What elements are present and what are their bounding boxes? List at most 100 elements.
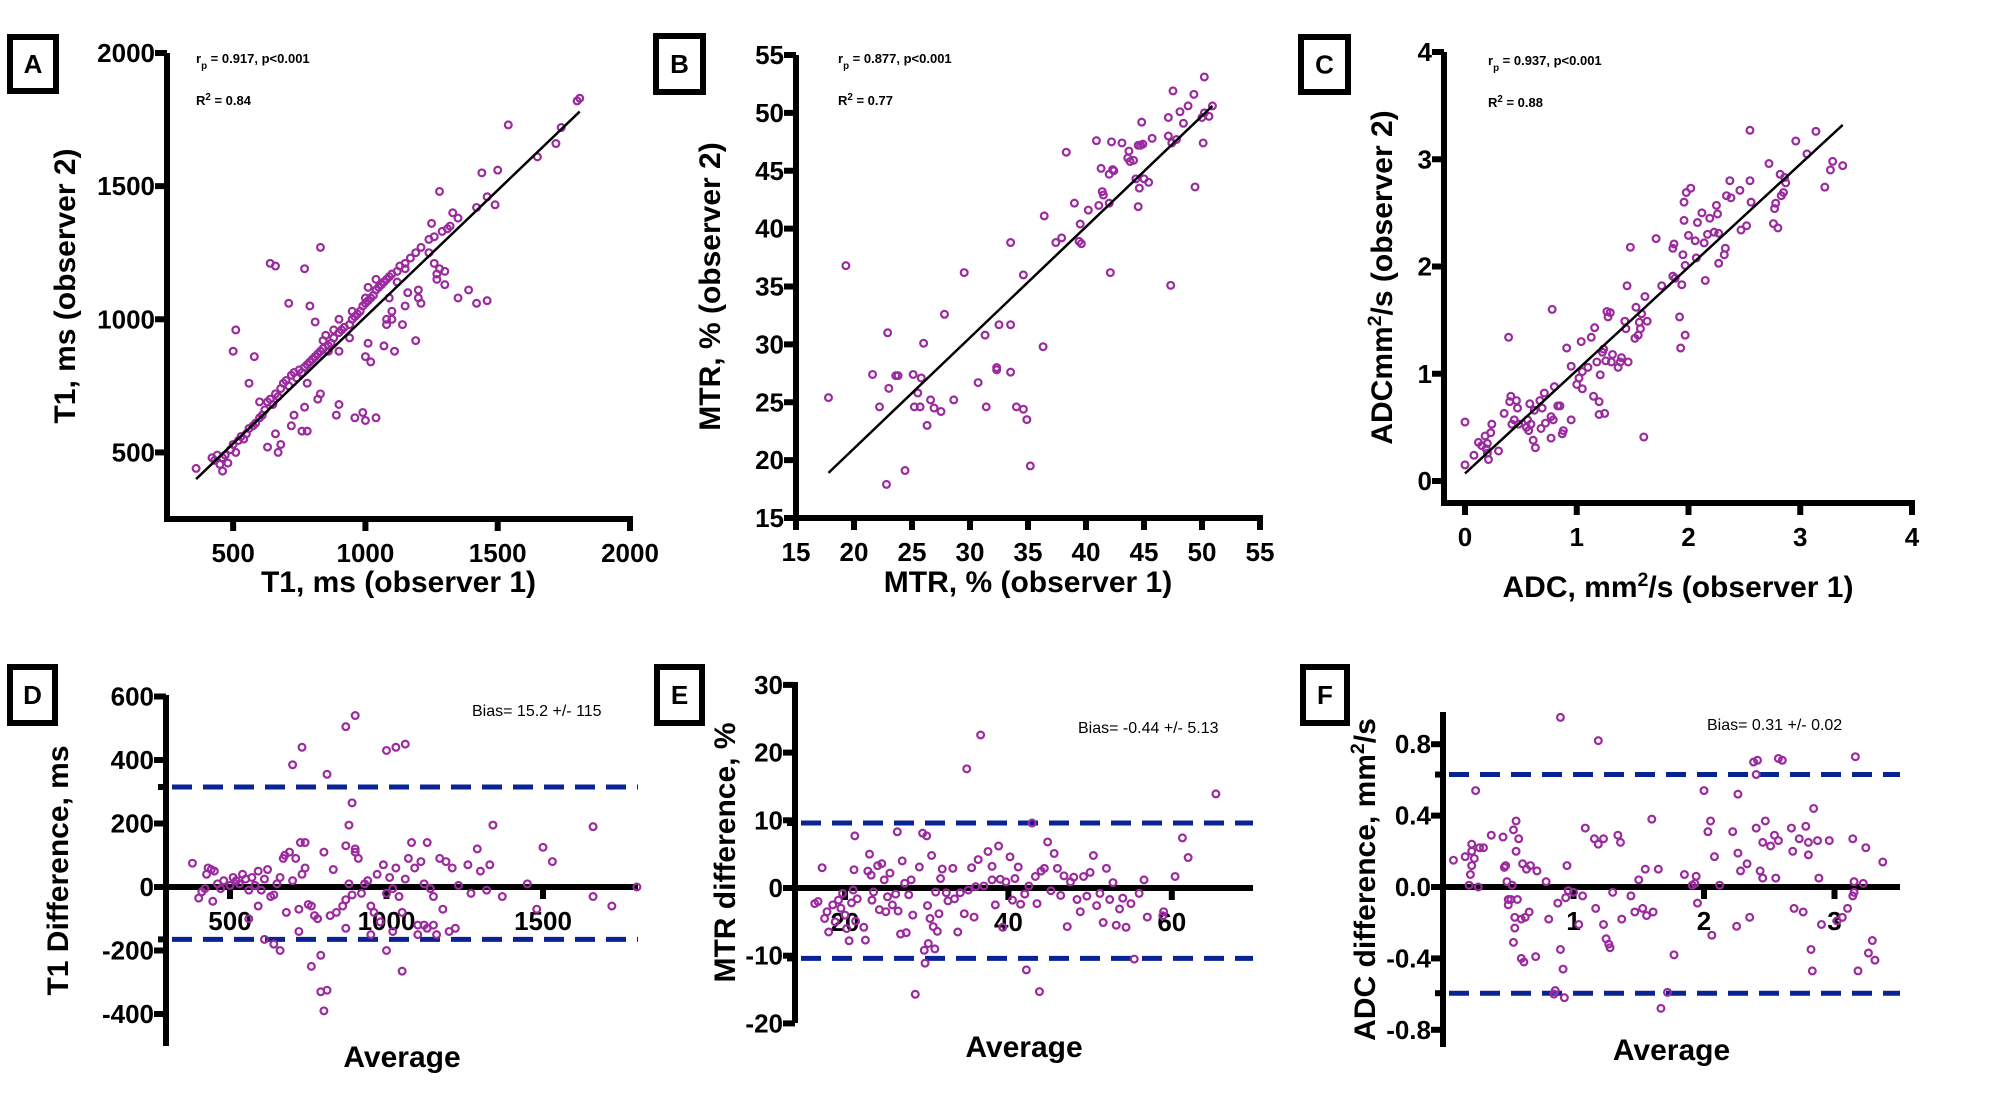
data-point [244, 885, 254, 895]
data-point [1025, 461, 1035, 471]
data-point [922, 831, 932, 841]
data-point [435, 186, 445, 196]
data-point [1464, 880, 1474, 890]
data-point [463, 860, 473, 870]
data-point [925, 913, 935, 923]
x-tick-label: 45 [1130, 537, 1159, 567]
y-tick-label: 600 [111, 682, 154, 712]
data-point [1653, 864, 1663, 874]
data-point [1577, 367, 1587, 377]
regression-line [195, 110, 581, 480]
data-point [1599, 919, 1609, 929]
data-point [1532, 866, 1542, 876]
data-point [378, 860, 388, 870]
x-axis-title-part: 2 [1638, 569, 1649, 591]
data-point [1600, 408, 1610, 418]
data-point [1706, 816, 1716, 826]
data-point [208, 896, 218, 906]
data-point [1811, 126, 1821, 136]
data-point [967, 863, 977, 873]
x-axis-title: Average [965, 1031, 1082, 1064]
data-point [347, 798, 357, 808]
data-point [385, 872, 395, 882]
data-point [1713, 209, 1723, 219]
data-point [1005, 852, 1015, 862]
r-squared-annotation-part: = 0.84 [211, 93, 252, 108]
y-tick-label: 1000 [97, 304, 155, 334]
data-point [1735, 185, 1745, 195]
data-point [1807, 966, 1817, 976]
data-point [1537, 403, 1547, 413]
data-point [1742, 221, 1752, 231]
data-point [1104, 198, 1114, 208]
data-point [1525, 861, 1535, 871]
data-point [1679, 870, 1689, 880]
data-point [823, 393, 833, 403]
data-point [391, 742, 401, 752]
data-point [482, 885, 492, 895]
data-point [897, 856, 907, 866]
data-point [1105, 895, 1115, 905]
data-point [1670, 273, 1680, 283]
data-point [1630, 907, 1640, 917]
x-tick-label: 2000 [601, 538, 659, 568]
data-point [1733, 789, 1743, 799]
data-point [429, 232, 439, 242]
data-point [387, 314, 397, 324]
data-point [1861, 843, 1871, 853]
data-point [347, 890, 357, 900]
data-point [1568, 887, 1578, 897]
data-point [1562, 861, 1572, 871]
data-point [200, 884, 210, 894]
data-point [847, 898, 857, 908]
data-point [1746, 197, 1756, 207]
data-point [1828, 156, 1838, 166]
data-point [953, 927, 963, 937]
data-point [432, 274, 442, 284]
data-point [228, 346, 238, 356]
data-point [297, 742, 307, 752]
data-point [1606, 357, 1616, 367]
data-point [344, 820, 354, 830]
y-tick-label: 200 [111, 809, 154, 839]
data-point [1482, 438, 1492, 448]
data-point [1051, 238, 1061, 248]
data-point [1669, 950, 1679, 960]
data-point [1177, 833, 1187, 843]
data-point [1751, 770, 1761, 780]
data-point [1605, 943, 1615, 953]
y-tick-label: 30 [755, 329, 784, 359]
data-point [1623, 357, 1633, 367]
data-point [306, 961, 316, 971]
data-point [1626, 891, 1636, 901]
data-point [994, 320, 1004, 330]
data-point [407, 838, 417, 848]
data-point [1679, 215, 1689, 225]
data-point [980, 330, 990, 340]
data-point [1514, 419, 1524, 429]
data-point [441, 857, 451, 867]
y-tick-label: 3 [1418, 144, 1432, 174]
data-point [1625, 242, 1635, 252]
data-point [1006, 367, 1016, 377]
data-point [1027, 818, 1037, 828]
data-point [1583, 362, 1593, 372]
data-point [331, 907, 341, 917]
data-point [607, 901, 617, 911]
data-point [1021, 965, 1031, 975]
y-axis-title-part: ADC difference, mm [1349, 754, 1382, 1041]
data-point [1780, 172, 1790, 182]
data-point [302, 426, 312, 436]
data-point [289, 410, 299, 420]
data-point [1010, 874, 1020, 884]
data-point [1639, 432, 1649, 442]
data-point [1777, 755, 1787, 765]
x-tick-label: 15 [782, 537, 811, 567]
data-point [1773, 223, 1783, 233]
data-point [575, 93, 585, 103]
data-point [1513, 403, 1523, 413]
data-point [1809, 803, 1819, 813]
data-point [1204, 111, 1214, 121]
data-point [323, 346, 333, 356]
data-point [1766, 841, 1776, 851]
